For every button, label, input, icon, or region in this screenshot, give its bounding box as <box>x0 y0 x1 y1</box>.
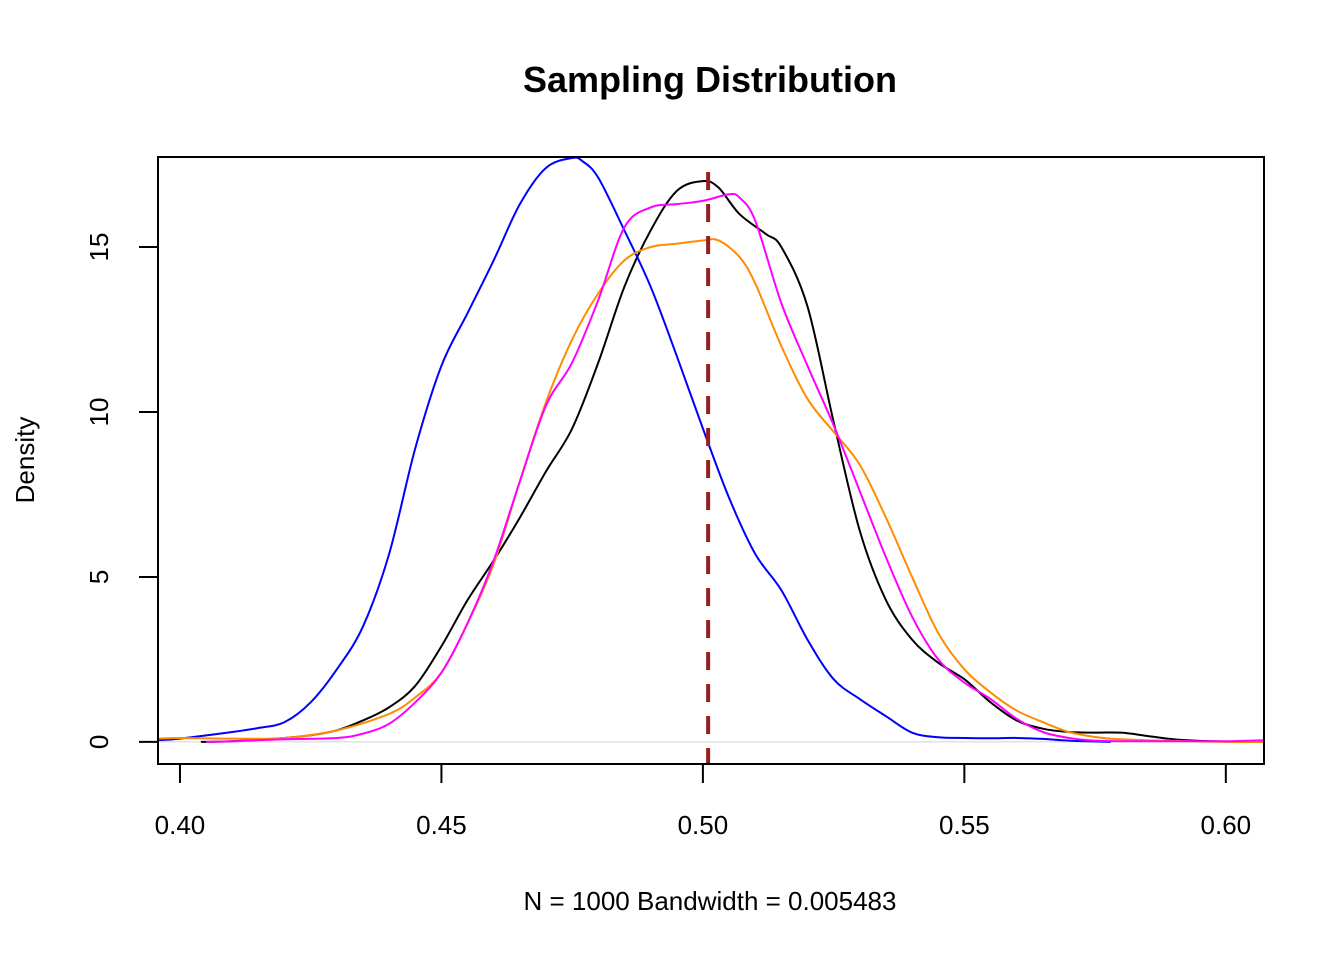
plot-frame <box>157 156 1265 765</box>
x-tick-label: 0.40 <box>155 810 206 840</box>
density-series-group <box>158 157 1264 743</box>
y-tick-label: 0 <box>84 735 114 749</box>
density-line-orange <box>158 238 1264 743</box>
x-tick-label: 0.45 <box>416 810 467 840</box>
y-tick-label: 5 <box>84 570 114 584</box>
y-axis: 0 5 10 15 <box>84 233 159 749</box>
x-tick-label: 0.60 <box>1201 810 1252 840</box>
y-tick-label: 10 <box>84 398 114 427</box>
chart-title: Sampling Distribution <box>523 59 897 100</box>
density-line-black <box>200 179 1264 743</box>
density-line-magenta <box>206 192 1264 743</box>
y-tick-label: 15 <box>84 233 114 262</box>
x-tick-label: 0.50 <box>678 810 729 840</box>
x-tick-label: 0.55 <box>939 810 990 840</box>
density-line-blue <box>158 157 1111 743</box>
x-axis: 0.40 0.45 0.50 0.55 0.60 <box>155 763 1252 840</box>
x-axis-label: N = 1000 Bandwidth = 0.005483 <box>524 886 897 916</box>
plot-area <box>157 156 1265 765</box>
y-axis-label: Density <box>10 417 40 504</box>
